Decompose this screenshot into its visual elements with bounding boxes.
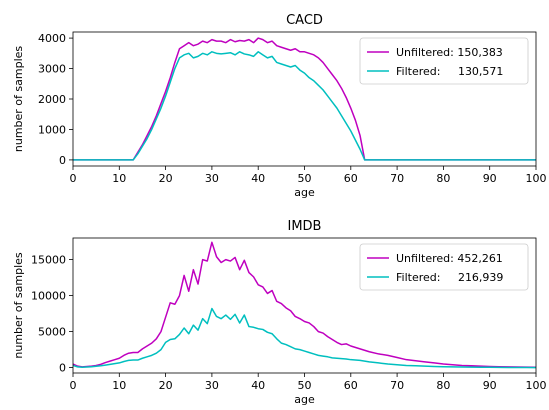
x-tick-label: 40 (251, 172, 265, 185)
chart-title: IMDB (288, 219, 322, 234)
legend-box (359, 243, 529, 291)
x-tick-label: 0 (70, 379, 77, 392)
series-line-0 (73, 37, 536, 161)
plot-frame (72, 31, 537, 167)
legend-entry: Unfiltered: 150,383 (396, 46, 503, 59)
chart-1: IMDB 0 10 20 30 40 50 60 70 80 90 100 0 5000 10000 1500… (12, 219, 547, 406)
x-tick-label: 90 (483, 379, 497, 392)
plot-frame (72, 237, 537, 374)
x-tick-label: 100 (526, 172, 547, 185)
x-tick-label: 60 (344, 379, 358, 392)
y-tick-label: 10000 (31, 290, 66, 303)
x-tick-label: 20 (159, 379, 173, 392)
y-tick-label: 15000 (31, 254, 66, 267)
x-axis-label: age (294, 186, 315, 199)
legend-entry: Filtered: 130,571 (396, 65, 503, 78)
x-tick-label: 70 (390, 172, 404, 185)
x-tick-label: 80 (436, 172, 450, 185)
y-tick-label: 5000 (38, 326, 66, 339)
chart-title: CACD (286, 13, 323, 28)
series-line-1 (73, 51, 536, 161)
legend-entry: Unfiltered: 452,261 (396, 252, 503, 265)
x-tick-label: 50 (298, 172, 312, 185)
x-tick-label: 30 (205, 379, 219, 392)
y-axis-label: number of samples (12, 46, 25, 153)
y-tick-label: 1000 (38, 123, 66, 136)
series-line-0 (72, 241, 537, 368)
x-tick-label: 30 (205, 172, 219, 185)
y-axis-label: number of samples (12, 252, 25, 359)
y-tick-label: 3000 (38, 63, 66, 76)
x-tick-label: 20 (159, 172, 173, 185)
x-tick-label: 60 (344, 172, 358, 185)
y-tick-label: 4000 (38, 32, 66, 45)
x-tick-label: 50 (298, 379, 312, 392)
x-tick-label: 10 (112, 379, 126, 392)
x-axis-label: age (294, 393, 315, 406)
y-tick-label: 2000 (38, 93, 66, 106)
y-tick-label: 0 (59, 154, 66, 167)
legend-box (359, 37, 529, 85)
x-tick-label: 10 (112, 172, 126, 185)
x-tick-label: 40 (251, 379, 265, 392)
legend-entry: Filtered: 216,939 (396, 271, 503, 284)
y-tick-label: 0 (59, 362, 66, 375)
legend: Unfiltered: 452,261 Filtered: 216,939 (359, 243, 529, 291)
series-line-1 (72, 307, 537, 369)
x-tick-label: 100 (526, 379, 547, 392)
legend: Unfiltered: 150,383 Filtered: 130,571 (359, 37, 529, 85)
x-tick-label: 0 (70, 172, 77, 185)
x-tick-label: 80 (436, 379, 450, 392)
x-tick-label: 70 (390, 379, 404, 392)
x-tick-label: 90 (483, 172, 497, 185)
